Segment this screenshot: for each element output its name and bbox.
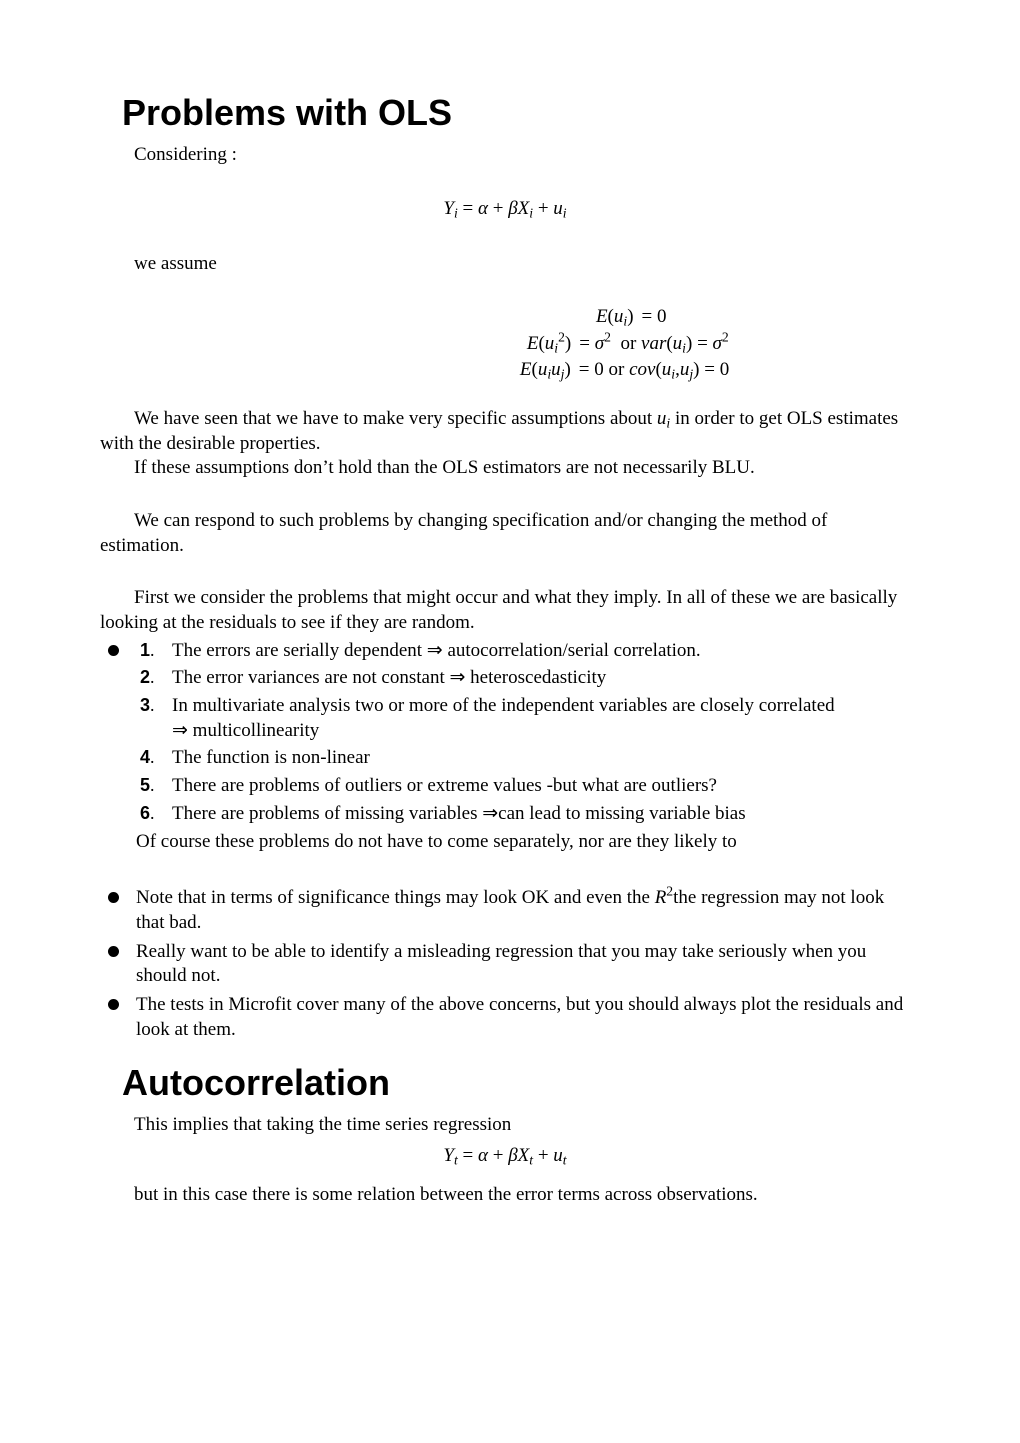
list-item: 4. The function is non-linear bbox=[140, 746, 910, 771]
eq-rhs: = 0 bbox=[638, 305, 667, 330]
list-text: The function is non-linear bbox=[172, 747, 370, 768]
heading-problems: Problems with OLS bbox=[122, 90, 910, 137]
spacer bbox=[100, 558, 910, 586]
eq-row: E(ui) = 0 bbox=[100, 305, 910, 330]
equation-model: Yi = α + βXi + ui bbox=[100, 197, 910, 222]
equation-assumptions: E(ui) = 0 E(ui2) = σ2 or var(ui) = σ2 E(… bbox=[100, 305, 910, 383]
list-text: There are problems of outliers or extrem… bbox=[172, 775, 717, 796]
numbered-list: 1. The errors are serially dependent ⇒ a… bbox=[100, 639, 910, 827]
list-text: In multivariate analysis two or more of … bbox=[172, 695, 910, 743]
list-text: The tests in Microfit cover many of the … bbox=[136, 994, 903, 1040]
page: Problems with OLS Considering : Yi = α +… bbox=[0, 0, 1020, 1443]
list-text: Really want to be able to identify a mis… bbox=[136, 941, 866, 987]
list-text: The error variances are not constant ⇒ h… bbox=[172, 667, 606, 688]
list-item: 2. The error variances are not constant … bbox=[140, 666, 910, 691]
eq-lhs: E(uiuj) bbox=[281, 358, 575, 383]
list-number: 5. bbox=[140, 774, 155, 797]
eq-rhs: = σ2 or var(ui) = σ2 bbox=[575, 332, 729, 357]
list-item: Really want to be able to identify a mis… bbox=[100, 940, 910, 989]
para-autocorr-intro: This implies that taking the time series… bbox=[100, 1113, 910, 1138]
equation-autocorr: Yt = α + βXt + ut bbox=[100, 1144, 910, 1169]
eq-rhs: = 0 or cov(ui,uj) = 0 bbox=[575, 358, 729, 383]
para-ofcourse: Of course these problems do not have to … bbox=[136, 830, 910, 855]
list-number: 1. bbox=[140, 639, 155, 662]
list-text: There are problems of missing variables … bbox=[172, 803, 746, 824]
list-number: 2. bbox=[140, 666, 155, 689]
list-item: The tests in Microfit cover many of the … bbox=[100, 993, 910, 1042]
list-number: 4. bbox=[140, 746, 155, 769]
list-item: Note that in terms of significance thing… bbox=[100, 886, 910, 935]
list-item: 3. In multivariate analysis two or more … bbox=[140, 694, 910, 743]
para-we-assume: we assume bbox=[100, 252, 910, 277]
para-considering: Considering : bbox=[100, 143, 910, 168]
spacer bbox=[100, 854, 910, 882]
para-respond: We can respond to such problems by chang… bbox=[100, 509, 910, 558]
bullet-list: Note that in terms of significance thing… bbox=[100, 886, 910, 1042]
list-item: 5. There are problems of outliers or ext… bbox=[140, 774, 910, 799]
list-text: Note that in terms of significance thing… bbox=[136, 887, 884, 933]
para-first: First we consider the problems that migh… bbox=[100, 586, 910, 635]
list-number: 3. bbox=[140, 694, 155, 717]
list-item: 1. The errors are serially dependent ⇒ a… bbox=[140, 639, 910, 664]
eq-row: E(ui2) = σ2 or var(ui) = σ2 bbox=[100, 332, 910, 357]
heading-autocorrelation: Autocorrelation bbox=[122, 1060, 910, 1107]
spacer bbox=[100, 481, 910, 509]
para-butin: but in this case there is some relation … bbox=[100, 1183, 910, 1208]
eq-row: E(uiuj) = 0 or cov(ui,uj) = 0 bbox=[100, 358, 910, 383]
eq-lhs: E(ui) bbox=[344, 305, 638, 330]
eq-lhs: E(ui2) bbox=[281, 332, 575, 357]
list-item: 6. There are problems of missing variabl… bbox=[140, 802, 910, 827]
list-number: 6. bbox=[140, 802, 155, 825]
para-if: If these assumptions don’t hold than the… bbox=[100, 456, 910, 481]
spacer bbox=[100, 1046, 910, 1060]
list-text: The errors are serially dependent ⇒ auto… bbox=[172, 640, 701, 661]
para-seen: We have seen that we have to make very s… bbox=[100, 407, 910, 456]
